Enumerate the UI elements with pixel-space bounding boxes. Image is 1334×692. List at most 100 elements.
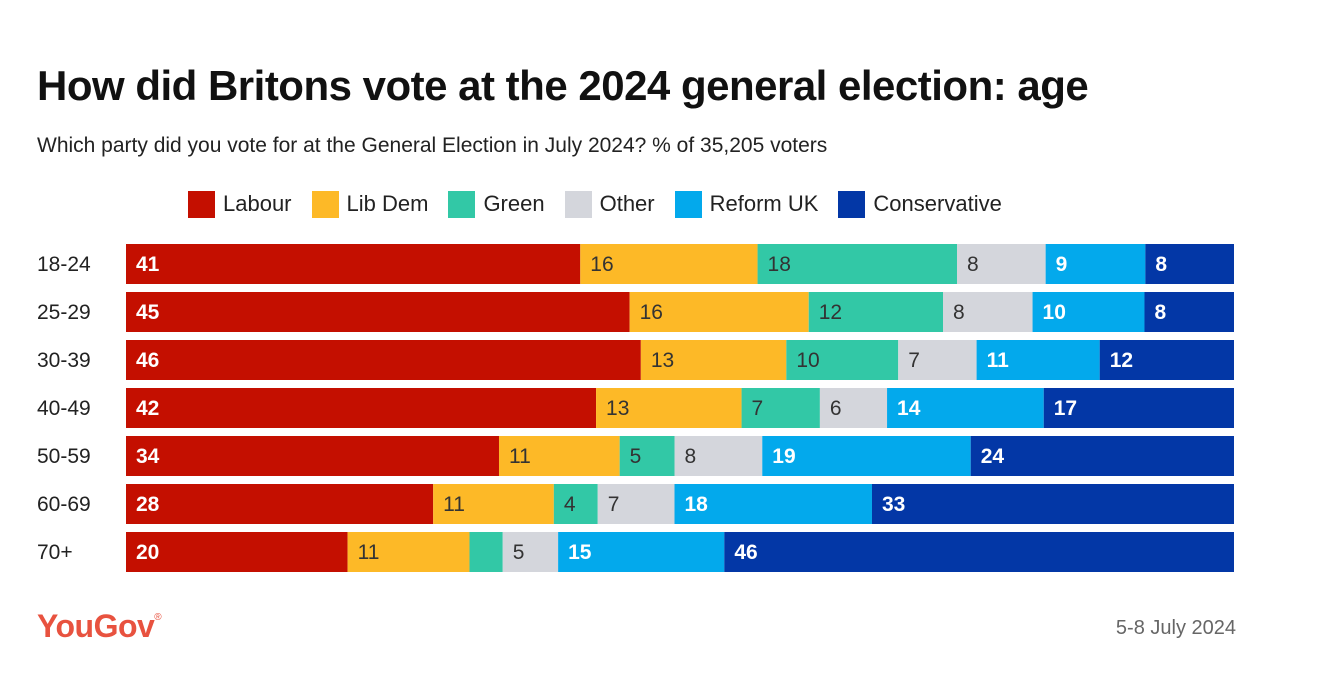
bar-segment-labour [126,340,641,380]
data-label-green: 18 [768,253,791,276]
bar-segment-lib-dem [629,292,809,332]
bar-segment-labour [126,532,348,572]
legend: Labour Lib Dem Green Other Reform UK Conserva… [188,190,1022,218]
bar-segment-green [619,436,675,476]
bar-segment-green [553,484,598,524]
bar-segment-lib-dem [433,484,554,524]
category-label: 40-49 [37,397,91,420]
data-label-lib-dem: 16 [590,253,613,276]
data-label-labour: 46 [136,349,159,372]
bar-segment-labour [126,388,597,428]
data-label-labour: 42 [136,397,159,420]
legend-item-lib-dem: Lib Dem [311,190,428,218]
data-label-lib-dem: 11 [358,541,380,564]
bar-segment-labour [126,484,434,524]
data-label-green: 7 [752,397,764,420]
bar-segment-lib-dem [640,340,787,380]
legend-swatch-conservative [838,190,866,218]
legend-swatch-reform-uk [674,190,702,218]
bar-segment-other [502,532,559,572]
data-label-conservative: 8 [1155,253,1167,276]
data-label-reform-uk: 19 [772,445,795,468]
data-label-conservative: 24 [981,445,1005,468]
bar-segment-lib-dem [596,388,742,428]
legend-label-green: Green [483,191,545,216]
data-label-lib-dem: 16 [640,301,663,324]
bar-segment-conservative [724,532,1234,572]
bar-segment-other [597,484,675,524]
bar-segment-conservative [1145,244,1234,284]
bar-segment-other [943,292,1033,332]
logo-text: YouGov [37,608,155,644]
data-label-lib-dem: 13 [606,397,629,420]
legend-item-labour: Labour [188,190,292,218]
data-label-labour: 34 [136,445,160,468]
bar-segment-other [957,244,1046,284]
bar-segment-labour [126,436,499,476]
chart-subtitle: Which party did you vote for at the Gene… [37,134,828,157]
category-label: 60-69 [37,493,91,516]
bar-segment-reform-uk [1045,244,1146,284]
bar-segment-conservative [1043,388,1234,428]
data-label-reform-uk: 9 [1056,253,1068,276]
legend-swatch-green [448,190,476,218]
data-label-reform-uk: 18 [685,493,709,516]
data-label-reform-uk: 14 [897,397,921,420]
data-label-reform-uk: 15 [568,541,592,564]
data-label-conservative: 17 [1054,397,1077,420]
bar-segment-other [674,436,763,476]
data-label-reform-uk: 11 [987,349,1010,372]
legend-label-conservative: Conservative [873,191,1002,216]
bar-segment-reform-uk [674,484,872,524]
legend-label-reform-uk: Reform UK [709,191,819,216]
bar-segment-conservative [970,436,1234,476]
category-label: 25-29 [37,301,91,324]
bar-segment-reform-uk [1032,292,1145,332]
bar-segment-green [469,532,503,572]
data-label-lib-dem: 11 [443,493,465,516]
data-label-labour: 28 [136,493,160,516]
bar-segment-conservative [1144,292,1234,332]
legend-swatch-labour [188,190,215,218]
data-label-green: 12 [819,301,842,324]
data-label-conservative: 46 [734,541,757,564]
bar-segment-green [786,340,899,380]
data-label-lib-dem: 11 [509,445,531,468]
data-label-labour: 45 [136,301,160,324]
data-label-conservative: 8 [1154,301,1166,324]
bar-segment-green [757,244,957,284]
bar-segment-reform-uk [762,436,971,476]
data-label-lib-dem: 13 [651,349,674,372]
bar-segment-green [741,388,820,428]
legend-label-other: Other [599,191,655,216]
bar-segment-reform-uk [976,340,1100,380]
data-label-green: 4 [564,493,576,516]
chart-title: How did Britons vote at the 2024 general… [37,62,1089,109]
yougov-logo: YouGov® [37,608,162,645]
legend-item-conservative: Conservative [838,190,1002,218]
data-label-conservative: 12 [1110,349,1133,372]
bar-segment-lib-dem [498,436,620,476]
legend-item-reform-uk: Reform UK [674,190,819,218]
data-label-other: 7 [608,493,620,516]
logo-registered-mark: ® [154,612,162,623]
bar-segment-reform-uk [558,532,725,572]
category-label: 50-59 [37,445,91,468]
legend-swatch-lib-dem [311,190,339,218]
legend-item-green: Green [448,190,545,218]
bar-segment-other [898,340,977,380]
category-label: 18-24 [37,253,91,276]
data-label-other: 8 [685,445,697,468]
data-label-conservative: 33 [882,493,905,516]
data-label-green: 10 [796,349,819,372]
bar-segment-reform-uk [887,388,1044,428]
bar-segment-conservative [1099,340,1234,380]
data-label-other: 7 [908,349,920,372]
data-label-labour: 41 [136,253,160,276]
data-label-green: 5 [630,445,642,468]
data-label-other: 6 [830,397,842,420]
bar-segment-lib-dem [580,244,758,284]
category-label: 30-39 [37,349,91,372]
bar-segment-labour [126,292,630,332]
bar-segment-green [808,292,944,332]
